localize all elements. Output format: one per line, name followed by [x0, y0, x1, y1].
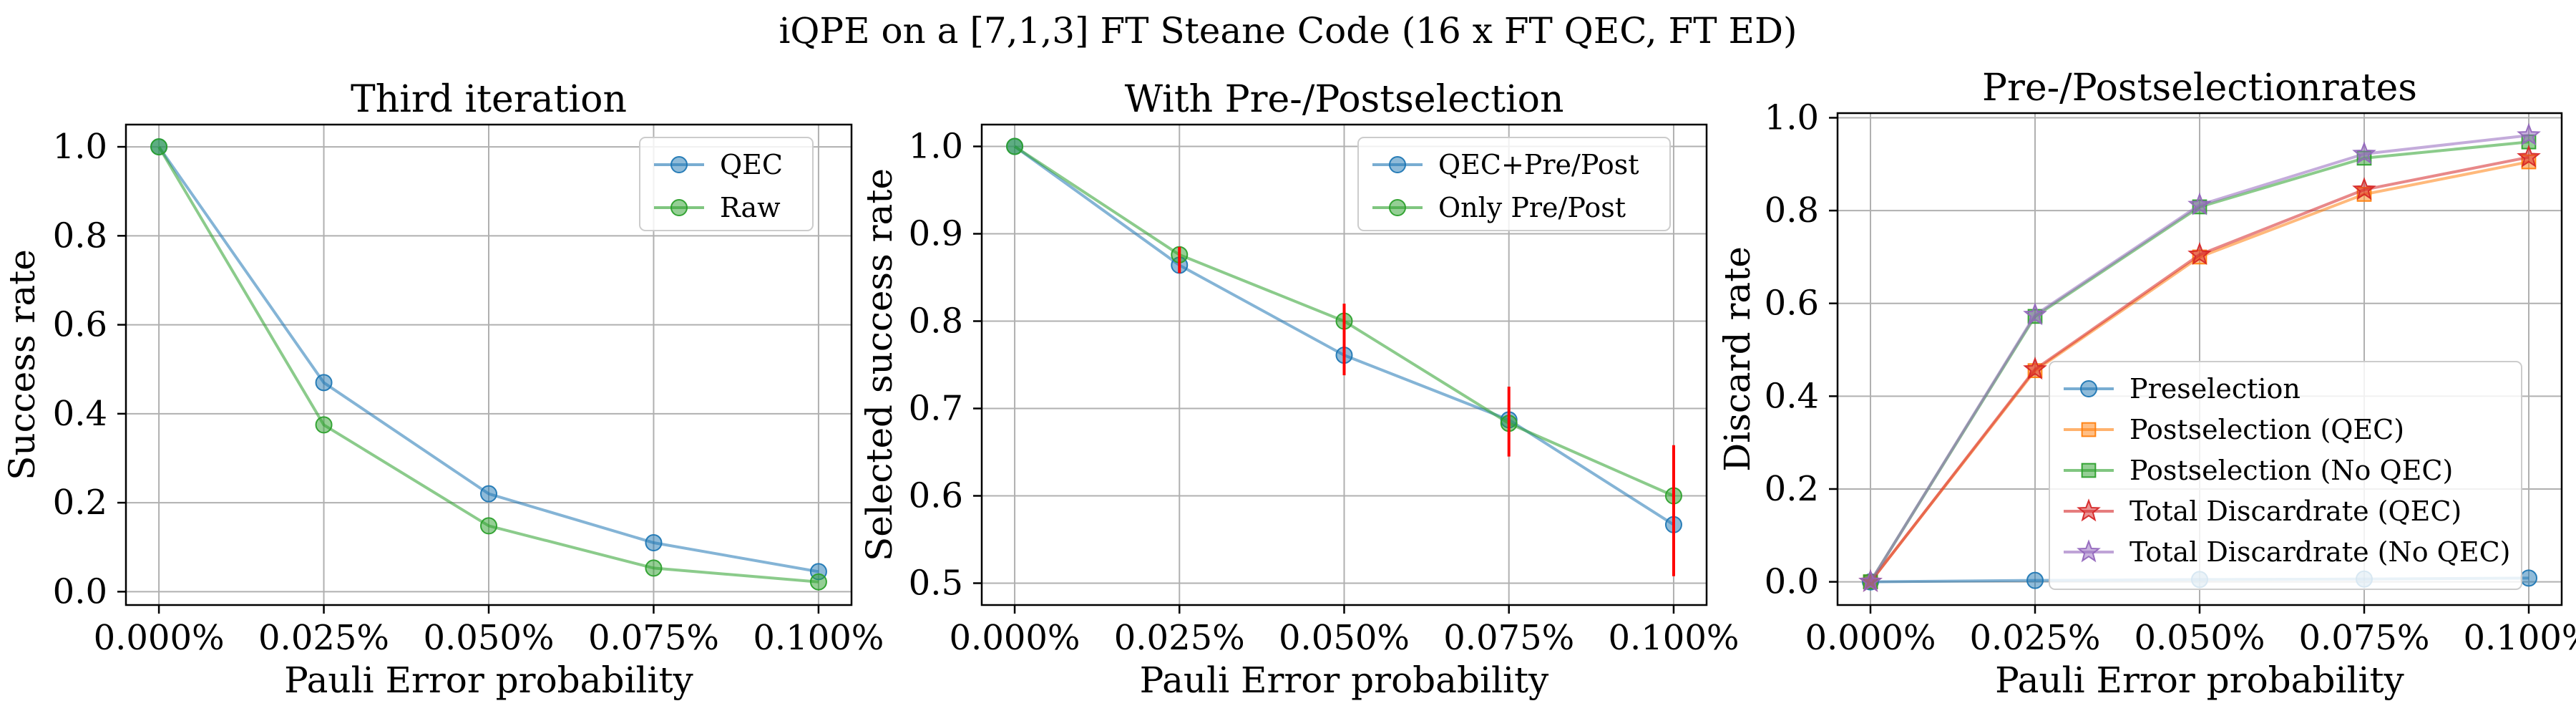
- panel-third-iteration: 0.000% 0.025% 0.050% 0.075% 0.100% 0.0 0.2 0.4 0…: [1, 78, 884, 701]
- legend-entry: Preselection: [2129, 373, 2301, 405]
- x-tick-label: 0.050%: [2134, 618, 2265, 658]
- panel-title: Pre-/Postselectionrates: [1982, 67, 2417, 110]
- x-tick-label: 0.100%: [2463, 618, 2576, 658]
- legend-frame: [1357, 137, 1671, 231]
- legend-marker-2: [2081, 463, 2097, 478]
- y-tick-label: 0.0: [53, 571, 107, 611]
- data-point: [2517, 144, 2541, 168]
- y-tick-label: 0.2: [1765, 469, 1819, 509]
- legend-marker-4: [2077, 539, 2101, 563]
- data-point: [315, 416, 333, 434]
- y-tick-label: 0.8: [909, 301, 963, 342]
- figure-suptitle: iQPE on a [7,1,3] FT Steane Code (16 x F…: [779, 10, 1797, 52]
- legend: QEC Raw: [639, 137, 814, 231]
- x-tick-label: 0.075%: [588, 618, 719, 658]
- data-point: [2187, 192, 2212, 216]
- x-tick-label: 0.100%: [1608, 618, 1739, 658]
- data-point: [150, 138, 168, 156]
- legend-frame: [2049, 361, 2522, 590]
- legend-marker-1: [1389, 199, 1406, 216]
- data-point: [2026, 571, 2044, 589]
- data-point: [645, 534, 663, 552]
- x-tick-label: 0.000%: [1805, 618, 1936, 658]
- data-point: [2520, 569, 2537, 587]
- x-tick-label: 0.025%: [1114, 618, 1245, 658]
- y-tick-label: 0.6: [53, 305, 107, 345]
- legend: QEC+Pre/Post Only Pre/Post: [1357, 137, 1671, 231]
- y-tick-label: 0.6: [909, 476, 963, 516]
- x-tick-label: 0.100%: [753, 618, 884, 658]
- legend-marker-1: [670, 199, 688, 216]
- y-tick-label: 0.0: [1765, 562, 1819, 602]
- x-axis-label: Pauli Error probability: [284, 659, 693, 701]
- y-tick-label: 0.4: [1765, 376, 1819, 416]
- y-tick-label: 0.5: [909, 563, 963, 604]
- legend-entry: QEC: [720, 149, 783, 180]
- x-tick-label: 0.075%: [2298, 618, 2429, 658]
- data-point: [2352, 177, 2376, 200]
- y-tick-label: 0.8: [1765, 190, 1819, 231]
- legend-marker-0: [2080, 380, 2097, 397]
- y-axis-label: Discard rate: [1717, 246, 1758, 472]
- panel-title: With Pre-/Postselection: [1125, 78, 1564, 121]
- data-point: [480, 517, 497, 535]
- y-tick-label: 0.9: [909, 214, 963, 254]
- data-point: [480, 485, 497, 503]
- x-axis-label: Pauli Error probability: [1995, 659, 2404, 701]
- data-point: [2023, 357, 2047, 380]
- x-tick-label: 0.000%: [94, 618, 225, 658]
- y-tick-label: 1.0: [53, 127, 107, 167]
- x-tick-label: 0.000%: [950, 618, 1080, 658]
- y-tick-label: 0.4: [53, 394, 107, 434]
- data-point: [1858, 569, 1883, 592]
- x-tick-label: 0.025%: [258, 618, 389, 658]
- y-tick-label: 1.0: [909, 127, 963, 167]
- legend-entry: Total Discardrate (No QEC): [2129, 536, 2510, 568]
- panel-selection-rates: 0.000% 0.025% 0.050% 0.075% 0.100% 0.0 0.2 0.4 0…: [1717, 67, 2576, 701]
- data-point: [645, 559, 663, 577]
- y-tick-label: 0.2: [53, 483, 107, 523]
- y-tick-label: 1.0: [1765, 97, 1819, 137]
- x-tick-label: 0.050%: [1279, 618, 1410, 658]
- legend-entry: Only Pre/Post: [1438, 192, 1626, 223]
- data-point: [2517, 122, 2541, 146]
- legend-entry: Total Discardrate (QEC): [2129, 495, 2462, 527]
- legend-entry: QEC+Pre/Post: [1438, 149, 1639, 180]
- legend-marker-3: [2077, 498, 2101, 522]
- y-tick-label: 0.8: [53, 216, 107, 256]
- x-axis-label: Pauli Error probability: [1140, 659, 1549, 701]
- panel-title: Third iteration: [351, 78, 627, 121]
- x-tick-label: 0.025%: [1969, 618, 2100, 658]
- legend-marker-1: [2081, 422, 2097, 437]
- legend-entry: Postselection (No QEC): [2129, 455, 2453, 486]
- y-tick-label: 0.7: [909, 389, 963, 429]
- legend-entry: Postselection (QEC): [2129, 414, 2404, 445]
- legend-marker-0: [670, 156, 688, 173]
- data-point: [1006, 137, 1024, 155]
- data-point: [809, 573, 827, 591]
- data-point: [315, 374, 333, 392]
- data-point: [2023, 302, 2047, 326]
- x-tick-label: 0.050%: [423, 618, 554, 658]
- legend: Preselection Postselection (QEC) Postselec…: [2049, 361, 2522, 590]
- legend-entry: Raw: [720, 192, 781, 223]
- data-point: [2187, 241, 2212, 266]
- data-point: [2352, 141, 2376, 165]
- panel-pre-postselection: 0.000% 0.025% 0.050% 0.075% 0.100% 0.5 0.6 0.7 0…: [859, 78, 1739, 701]
- x-tick-label: 0.075%: [1443, 618, 1574, 658]
- y-axis-label: Selected success rate: [859, 168, 900, 561]
- legend-marker-0: [1389, 156, 1406, 173]
- y-axis-label: Success rate: [1, 249, 43, 480]
- y-tick-label: 0.6: [1765, 284, 1819, 324]
